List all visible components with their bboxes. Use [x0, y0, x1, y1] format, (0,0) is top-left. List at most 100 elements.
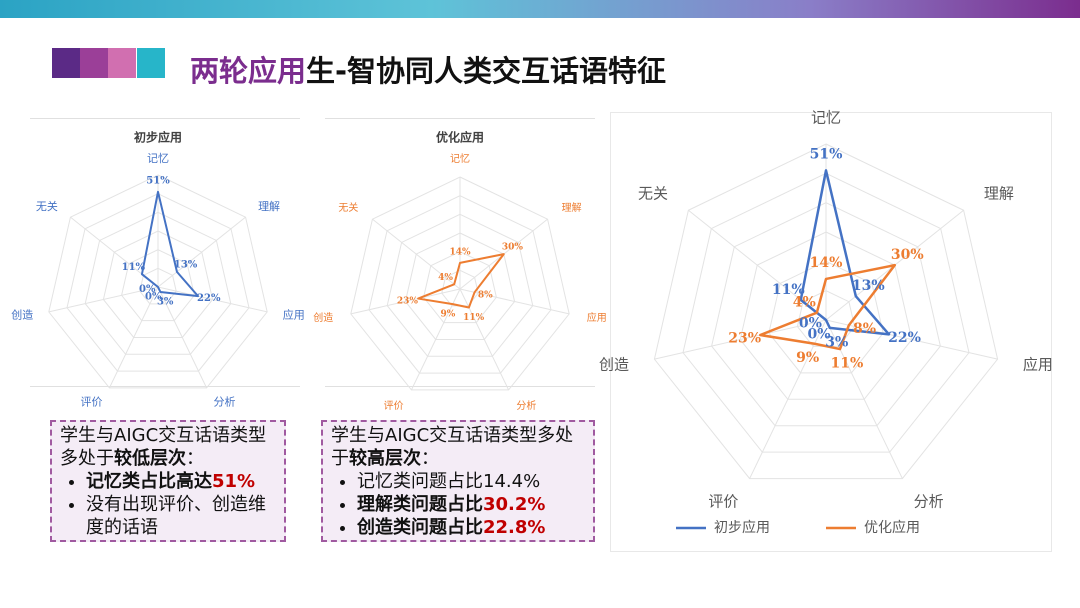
text-run: 学生与AIGC交互话语类型多处于 — [331, 425, 574, 469]
grid-ring — [711, 202, 941, 427]
value-label: 22% — [888, 330, 921, 346]
value-label: 8% — [478, 290, 493, 300]
category-label: 分析 — [914, 492, 944, 510]
text-run: ： — [421, 448, 439, 469]
series-line — [417, 253, 505, 309]
grid-ring — [350, 176, 570, 391]
grid-ring — [139, 267, 177, 305]
text-run: 创造类问题占比 — [357, 517, 483, 538]
value-label: 30% — [502, 243, 524, 253]
spoke — [350, 288, 461, 315]
category-label: 理解 — [258, 199, 280, 213]
value-label: 30% — [891, 247, 924, 263]
bullet-list: 记忆类问题占比14.4%理解类问题占比30.2%创造类问题占比22.8% — [331, 470, 585, 539]
category-label: 记忆 — [450, 152, 470, 165]
value-label: 3% — [157, 296, 174, 307]
category-label: 无关 — [638, 185, 668, 203]
value-label: 23% — [728, 331, 761, 347]
value-label: 9% — [796, 350, 819, 366]
text-run: 22.8% — [483, 517, 546, 538]
text-run: 记忆类问题占比14.4% — [357, 471, 541, 492]
series-line — [758, 263, 897, 351]
spoke — [825, 319, 998, 360]
category-label: 创造 — [313, 311, 333, 324]
value-label: 51% — [810, 146, 843, 162]
value-label: 11% — [463, 313, 485, 323]
title-part: 生-智协同人类交互话语特征 — [306, 54, 667, 88]
value-label: 11% — [772, 282, 805, 298]
deco-square — [80, 48, 108, 78]
value-label: 13% — [852, 278, 885, 294]
spoke — [654, 319, 827, 360]
value-label: 0% — [808, 326, 831, 342]
category-label: 评价 — [708, 492, 738, 510]
spoke — [372, 218, 461, 290]
category-label: 理解 — [984, 185, 1014, 203]
category-label: 记忆 — [147, 152, 169, 165]
bullet: 理解类问题占比30.2% — [357, 493, 585, 516]
text-run: 学生与AIGC交互话语类型多处于 — [60, 425, 267, 469]
bullet: 创造类问题占比22.8% — [357, 516, 585, 539]
deco-square — [137, 48, 165, 78]
title-part: 两轮应用 — [190, 54, 307, 88]
spoke — [157, 286, 208, 389]
text-run: 没有出现评价、创造维度的话语 — [86, 494, 266, 538]
value-label: 11% — [122, 262, 146, 273]
text-run: 理解类问题占比 — [357, 494, 483, 515]
value-label: 13% — [174, 260, 198, 271]
value-label: 4% — [438, 273, 453, 283]
grid-ring — [739, 231, 913, 400]
grid-ring — [386, 213, 534, 357]
chart-panel — [325, 118, 595, 387]
category-label: 分析 — [214, 394, 236, 408]
text-run: 较高层次 — [349, 448, 421, 469]
grid-ring — [368, 195, 552, 374]
value-label: 22% — [197, 293, 221, 304]
category-label: 创造 — [599, 355, 629, 373]
grid-ring — [682, 172, 970, 453]
grid-ring — [102, 230, 214, 338]
value-label: 14% — [449, 247, 471, 257]
spoke — [459, 288, 510, 391]
value-label: 3% — [825, 334, 848, 350]
chart-title: 优化应用 — [436, 130, 484, 145]
text-run: 记忆类占比高达 — [86, 471, 212, 492]
text-box: 学生与AIGC交互话语类型多处于较低层次：记忆类占比高达51%没有出现评价、创造… — [50, 420, 286, 542]
category-label: 分析 — [516, 399, 536, 412]
value-label: 14% — [810, 255, 843, 271]
chart-panel — [30, 118, 300, 387]
category-label: 评价 — [80, 395, 102, 408]
bullet: 没有出现评价、创造维度的话语 — [86, 493, 276, 539]
grid-ring — [121, 249, 195, 322]
value-label: 8% — [853, 321, 876, 337]
series-line — [799, 169, 891, 336]
spoke — [410, 288, 461, 391]
spoke — [157, 286, 268, 313]
category-label: 记忆 — [811, 109, 841, 127]
deco-square — [52, 48, 80, 78]
grid-ring — [404, 232, 516, 340]
spoke — [48, 286, 159, 313]
chart-panel — [610, 112, 1052, 552]
category-label: 应用 — [283, 307, 305, 321]
slide-title: 两轮应用生-智协同人类交互话语特征 — [190, 48, 666, 90]
value-label: 51% — [146, 175, 170, 186]
spoke — [108, 286, 159, 389]
value-label: 0% — [145, 291, 162, 302]
bullet-list: 记忆类占比高达51%没有出现评价、创造维度的话语 — [60, 470, 276, 539]
box-intro: 学生与AIGC交互话语类型多处于较低层次： — [60, 424, 276, 470]
grid-ring — [48, 174, 268, 389]
category-label: 无关 — [338, 201, 358, 214]
category-label: 应用 — [1023, 355, 1053, 373]
spoke — [459, 288, 570, 315]
spoke — [749, 319, 827, 479]
category-label: 无关 — [36, 199, 58, 213]
chart-title: 初步应用 — [134, 130, 182, 145]
grid-ring — [66, 193, 250, 372]
text-run: ： — [186, 448, 204, 469]
value-label: 9% — [441, 310, 456, 320]
grid-ring — [84, 211, 232, 355]
text-run: 51% — [212, 471, 256, 492]
